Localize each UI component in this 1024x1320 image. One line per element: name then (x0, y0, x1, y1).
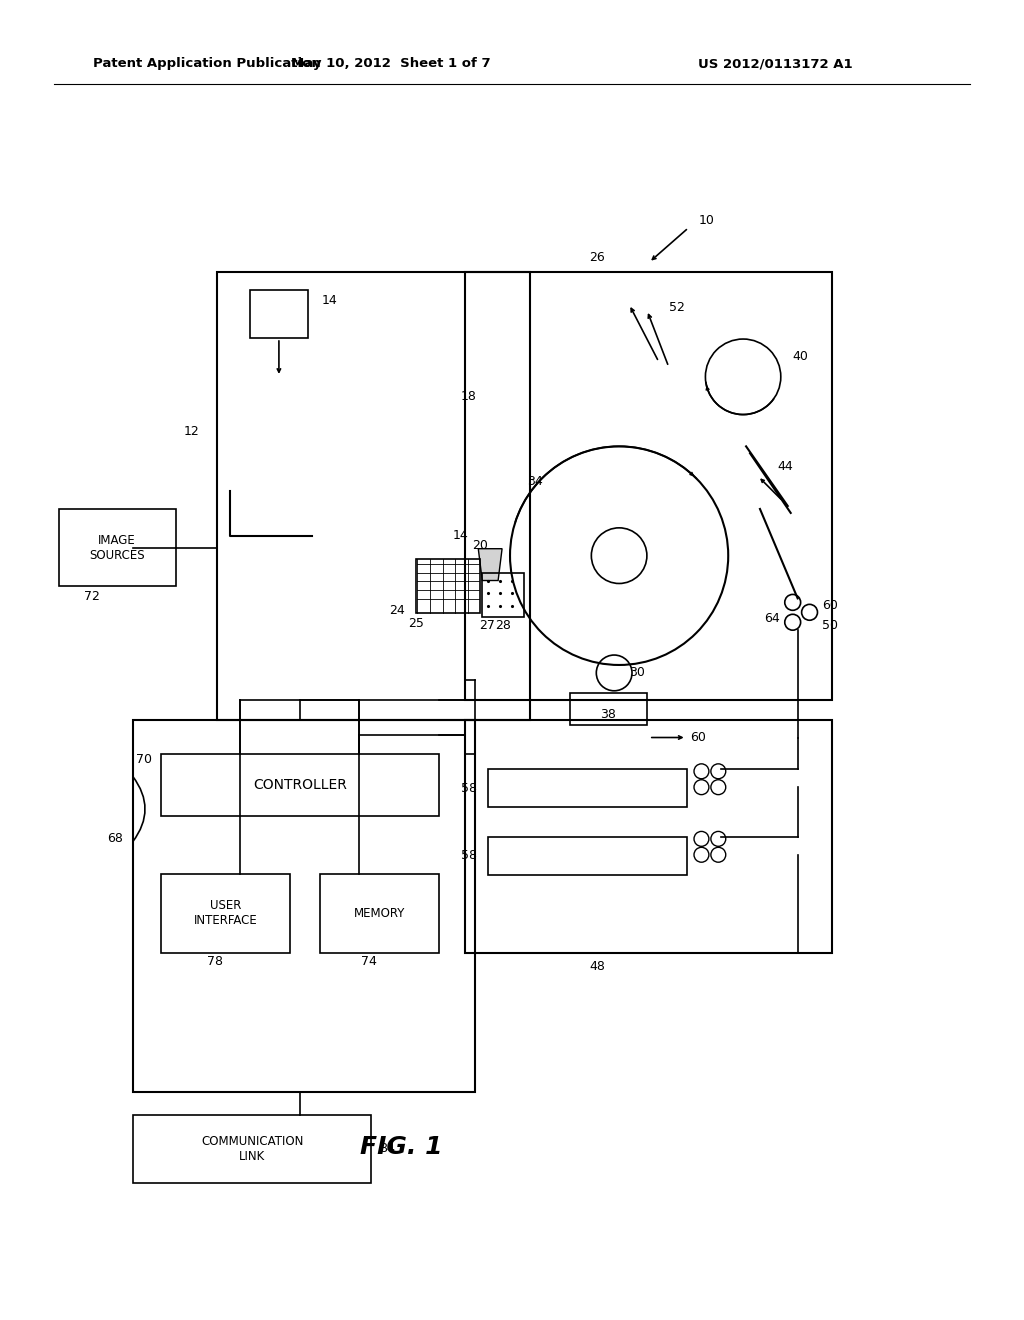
Text: US 2012/0113172 A1: US 2012/0113172 A1 (698, 57, 853, 70)
Bar (482, 573, 524, 618)
Text: 48: 48 (590, 960, 605, 973)
Text: FIG. 1: FIG. 1 (359, 1135, 442, 1159)
Bar (58, 510, 176, 586)
Text: 28: 28 (496, 619, 511, 632)
Text: 60: 60 (690, 731, 707, 744)
Text: IMAGE
SOURCES: IMAGE SOURCES (89, 533, 145, 562)
Text: 10: 10 (698, 214, 715, 227)
Text: 72: 72 (84, 590, 99, 603)
Text: CONTROLLER: CONTROLLER (253, 779, 347, 792)
Text: 14: 14 (322, 294, 337, 306)
Text: 78: 78 (208, 954, 223, 968)
Text: 40: 40 (793, 350, 809, 363)
Bar (319, 874, 438, 953)
Text: 60: 60 (822, 599, 839, 612)
Text: 44: 44 (778, 459, 794, 473)
Text: 38: 38 (600, 708, 616, 721)
Text: 34: 34 (527, 475, 543, 487)
Text: 50: 50 (822, 619, 839, 632)
Text: 20: 20 (472, 540, 488, 552)
Bar (465, 272, 833, 700)
Bar (250, 290, 307, 338)
Bar (133, 719, 475, 1092)
Text: 58: 58 (461, 781, 477, 795)
Text: 70: 70 (136, 752, 153, 766)
Text: May 10, 2012  Sheet 1 of 7: May 10, 2012 Sheet 1 of 7 (291, 57, 490, 70)
Text: 27: 27 (479, 619, 496, 632)
Bar (416, 558, 480, 614)
Text: 26: 26 (590, 251, 605, 264)
Text: 58: 58 (461, 849, 477, 862)
Bar (488, 837, 686, 875)
Text: 25: 25 (408, 616, 424, 630)
Bar (161, 874, 290, 953)
Bar (133, 1115, 371, 1183)
Bar (465, 719, 833, 953)
Bar (217, 272, 529, 719)
Bar (161, 755, 438, 816)
Text: 12: 12 (184, 425, 200, 438)
Text: USER
INTERFACE: USER INTERFACE (194, 899, 257, 928)
Text: 64: 64 (764, 611, 780, 624)
Text: 74: 74 (361, 954, 377, 968)
Text: Patent Application Publication: Patent Application Publication (93, 57, 322, 70)
Text: 84: 84 (379, 1142, 395, 1155)
Polygon shape (478, 549, 502, 581)
Text: 18: 18 (461, 391, 476, 403)
Text: 30: 30 (629, 667, 645, 680)
Text: COMMUNICATION
LINK: COMMUNICATION LINK (201, 1135, 303, 1163)
Text: 24: 24 (389, 603, 404, 616)
Text: 68: 68 (108, 833, 123, 845)
Bar (488, 770, 686, 807)
Text: MEMORY: MEMORY (353, 907, 404, 920)
Bar (569, 693, 647, 725)
Text: 14: 14 (453, 529, 468, 543)
Text: 52: 52 (669, 301, 685, 314)
